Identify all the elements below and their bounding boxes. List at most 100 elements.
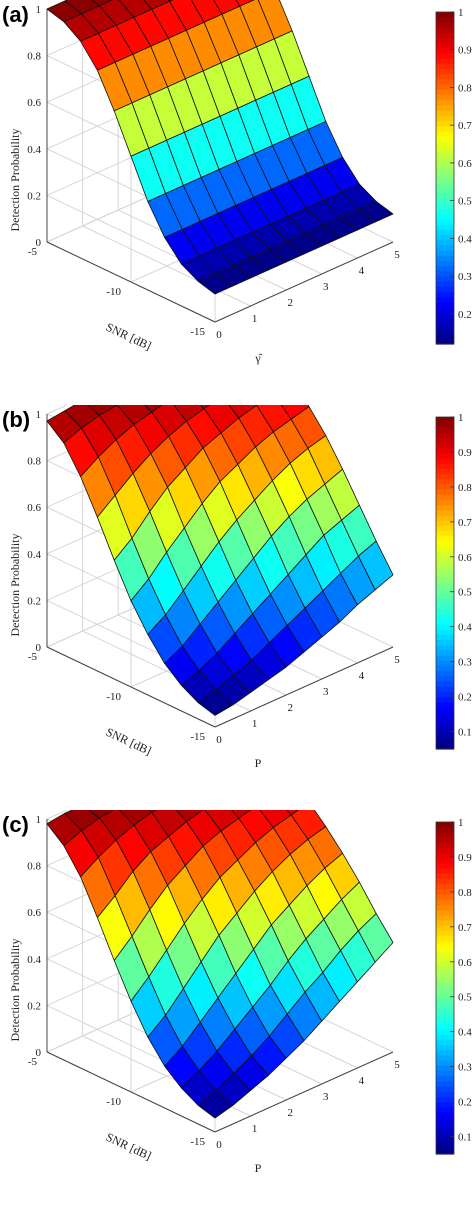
colorbar-step: [436, 1096, 454, 1103]
colorbar-tick-label: 0.8: [458, 82, 472, 94]
colorbar-step: [436, 515, 454, 522]
colorbar-step: [436, 1148, 454, 1155]
colorbar-step: [436, 822, 454, 828]
colorbar-step: [436, 1024, 454, 1031]
colorbar-step: [436, 172, 454, 179]
colorbar-step: [436, 69, 454, 75]
colorbar-step: [436, 240, 454, 247]
p-tick-label: 5: [394, 1059, 400, 1071]
colorbar-tick-label: 0.5: [458, 587, 472, 599]
colorbar-step: [436, 338, 454, 345]
colorbar-step: [436, 1060, 454, 1067]
colorbar-step: [436, 417, 454, 423]
colorbar-step: [436, 676, 454, 683]
colorbar-step: [436, 1045, 454, 1051]
colorbar-step: [436, 941, 454, 948]
tick-labels: 0 0.2 0.4 0.6 0.8 1 -5 -10 -15 0 1 2 3 4 5: [27, 4, 400, 341]
colorbar-step: [436, 686, 454, 693]
p-tick-label: 2: [287, 702, 293, 714]
colorbar-step: [436, 1128, 454, 1134]
colorbar-step: [436, 12, 454, 18]
p-axis: [214, 1051, 394, 1133]
grid-line: [82, 225, 251, 307]
colorbar-step: [436, 136, 454, 143]
colorbar-step: [436, 505, 454, 511]
colorbar-step: [436, 1133, 454, 1140]
colorbar-tick-label: 0.2: [458, 692, 472, 704]
colorbar-step: [436, 115, 454, 122]
colorbar-step: [436, 162, 454, 169]
colorbar-tick-label: 0.4: [458, 233, 472, 245]
colorbar-step: [436, 691, 454, 698]
colorbar-step: [436, 977, 454, 984]
colorbar-tick-label: 0.3: [458, 657, 472, 669]
colorbar-step: [436, 48, 454, 55]
colorbar-step: [436, 1034, 454, 1041]
colorbar-step: [436, 427, 454, 434]
colorbar-step: [436, 203, 454, 210]
colorbar-step: [436, 1122, 454, 1129]
colorbar-step: [436, 1050, 454, 1057]
colorbar-step: [436, 645, 454, 652]
colorbar-step: [436, 463, 454, 470]
colorbar-step: [436, 22, 454, 29]
colorbar-step: [436, 520, 454, 527]
colorbar-tick-label: 0.9: [458, 45, 472, 57]
colorbar-step: [436, 951, 454, 958]
colorbar-tick-label: 0.3: [458, 271, 472, 283]
z-axis-label: Detection Probability: [8, 939, 22, 1042]
colorbar-step: [436, 276, 454, 283]
colorbar-step: [436, 422, 454, 428]
colorbar-step: [436, 458, 454, 465]
colorbar-step: [436, 858, 454, 865]
snr-axis-label: SNR [dB]: [104, 320, 154, 353]
panel-label: (c): [2, 812, 29, 837]
colorbar-step: [436, 146, 454, 153]
z-tick-label: 0: [36, 237, 42, 249]
snr-axis: [46, 241, 216, 323]
snr-tick-label: -15: [190, 326, 205, 338]
snr-tick-label: -10: [106, 1096, 121, 1108]
colorbar-step: [436, 37, 454, 44]
colorbar-step: [436, 1086, 454, 1093]
z-tick-label: 1: [36, 409, 42, 421]
snr-tick-label: -10: [106, 691, 121, 703]
colorbar-step: [436, 479, 454, 486]
colorbar-step: [436, 629, 454, 636]
colorbar-step: [436, 333, 454, 340]
p-tick-label: 5: [394, 654, 400, 666]
colorbar-step: [436, 131, 454, 138]
z-tick-label: 0.2: [27, 190, 41, 202]
colorbar-step: [436, 899, 454, 906]
surface: [46, 810, 394, 1119]
colorbar-tick-label: 0.1: [458, 727, 472, 739]
colorbar-step: [436, 286, 454, 293]
z-tick-label: 0.2: [27, 1000, 41, 1012]
snr-tick-label: -5: [28, 246, 38, 258]
colorbar-step: [436, 873, 454, 880]
colorbar-step: [436, 972, 454, 979]
colorbar-step: [436, 853, 454, 859]
colorbar-step: [436, 666, 454, 672]
colorbar-step: [436, 728, 454, 735]
p-axis-label: P: [255, 756, 262, 770]
colorbar-step: [436, 557, 454, 563]
z-tick-label: 0.6: [27, 907, 41, 919]
p-axis: [214, 241, 394, 323]
z-tick-label: 0.8: [27, 51, 41, 63]
axes: [46, 819, 394, 1133]
snr-tick-label: -5: [28, 651, 38, 663]
colorbar-step: [436, 510, 454, 517]
colorbar-step: [436, 920, 454, 927]
colorbar-step: [436, 562, 454, 569]
colorbar-step: [436, 271, 454, 278]
colorbar-step: [436, 261, 454, 267]
colorbar-step: [436, 178, 454, 184]
colorbar-step: [436, 266, 454, 272]
colorbar-step: [436, 1019, 454, 1025]
colorbar-step: [436, 868, 454, 875]
colorbar-step: [436, 1029, 454, 1036]
colorbar-step: [436, 655, 454, 662]
colorbar-step: [436, 312, 454, 319]
colorbar-step: [436, 214, 454, 221]
